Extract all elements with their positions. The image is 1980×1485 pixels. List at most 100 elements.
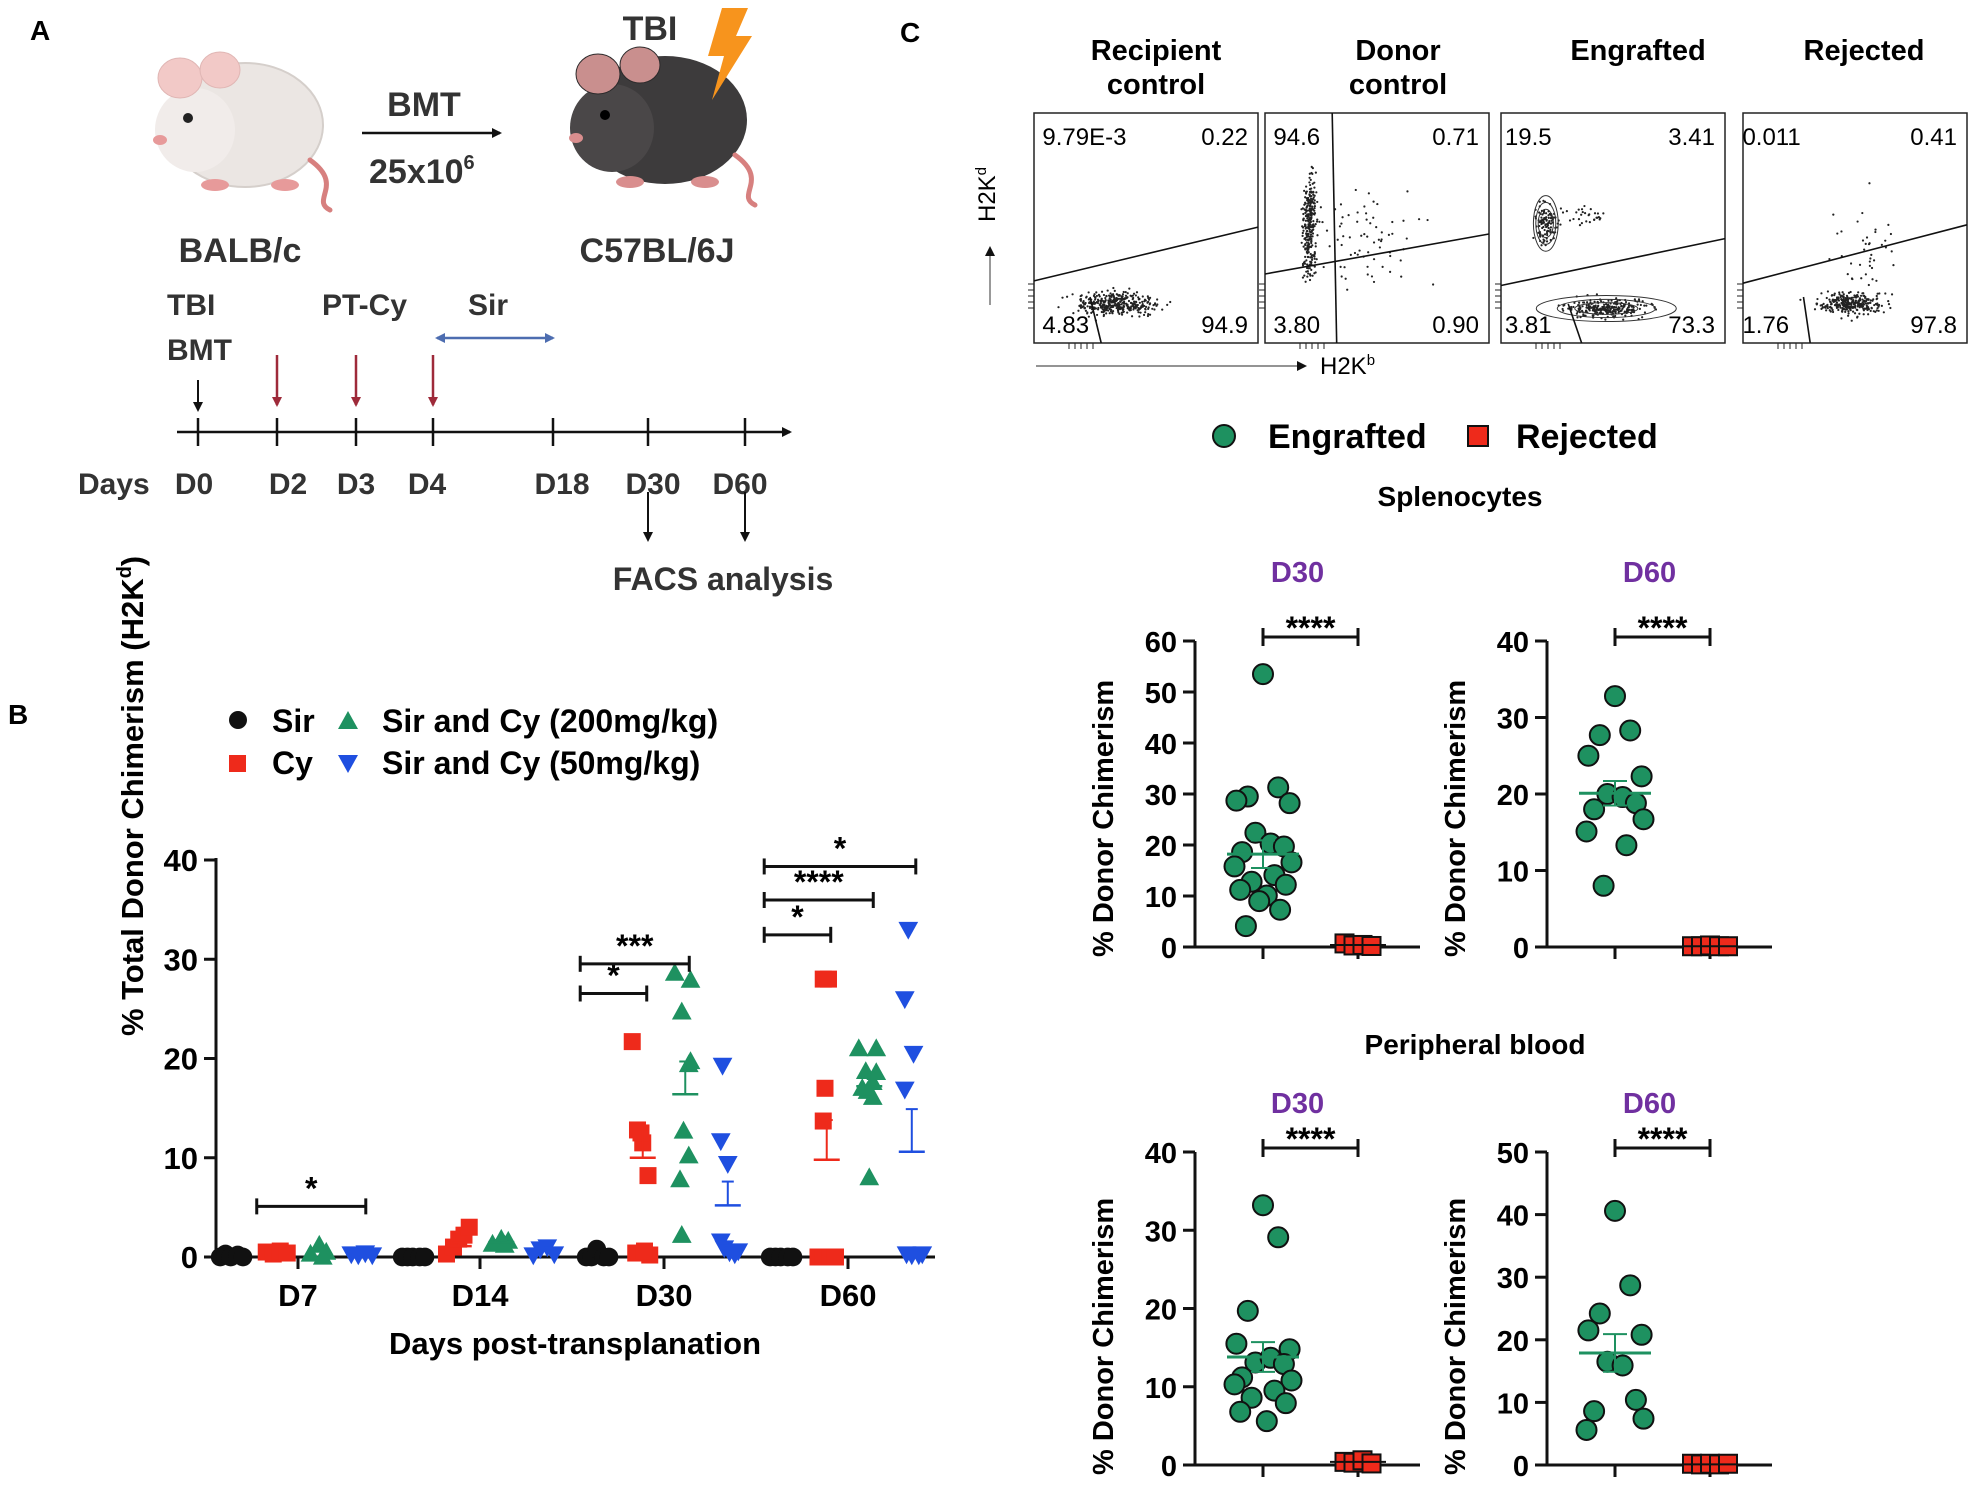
point-engrafted xyxy=(1588,1302,1611,1325)
event-dot xyxy=(1547,216,1550,219)
event-dot xyxy=(1615,306,1618,309)
event-dot xyxy=(1568,219,1572,222)
event-dot xyxy=(1432,283,1435,286)
event-dot xyxy=(1092,294,1096,298)
event-dot xyxy=(1136,303,1139,307)
event-dot xyxy=(1602,212,1605,215)
event-dot xyxy=(1094,301,1097,305)
event-dot xyxy=(1088,301,1091,304)
event-dot xyxy=(1316,200,1319,204)
event-dot xyxy=(1339,203,1343,206)
event-dot xyxy=(1851,310,1855,313)
event-dot xyxy=(1377,238,1380,241)
significance-label: **** xyxy=(1638,1121,1688,1157)
event-dot xyxy=(1309,183,1312,187)
event-dot xyxy=(1099,299,1102,302)
event-dot xyxy=(1079,294,1082,298)
panel-c-legend: Engrafted Rejected xyxy=(1212,418,1658,456)
event-dot xyxy=(1307,251,1310,254)
event-dot xyxy=(1147,296,1150,300)
event-dot xyxy=(1305,190,1308,193)
event-dot xyxy=(1301,231,1304,235)
event-dot xyxy=(1851,306,1854,309)
event-dot xyxy=(1116,305,1119,309)
event-dot xyxy=(1851,277,1854,281)
event-dot xyxy=(1820,292,1823,295)
dot-plot-peripheral-blood-d30: D30 % Donor Chimerism 0 10 20 30 40 **** xyxy=(1088,1088,1420,1483)
y-tick-label: 0 xyxy=(1513,933,1529,965)
event-dot xyxy=(1622,318,1625,321)
event-dot xyxy=(1300,208,1303,211)
y-tick-label: 0 xyxy=(1513,1451,1529,1483)
event-dot xyxy=(1581,305,1584,308)
point-circle xyxy=(599,1247,619,1267)
significance-label: * xyxy=(834,830,847,866)
event-dot xyxy=(1321,220,1324,224)
point-engrafted xyxy=(1619,719,1642,742)
event-dot xyxy=(1847,310,1850,313)
y-tick-label: 40 xyxy=(1145,1138,1177,1170)
day-label-d4: D4 xyxy=(408,468,447,501)
event-dot xyxy=(1830,302,1833,306)
event-dot xyxy=(1572,217,1575,221)
event-dot xyxy=(1550,219,1553,222)
legend-marker-sir-cy-200 xyxy=(338,711,358,729)
event-dot xyxy=(1850,319,1853,322)
event-dot xyxy=(1868,264,1871,267)
point-square xyxy=(826,1248,844,1266)
event-dot xyxy=(1130,315,1134,318)
event-dot xyxy=(1595,306,1599,309)
event-dot xyxy=(1303,274,1306,277)
event-dot xyxy=(1328,245,1331,248)
event-dot xyxy=(1861,298,1864,301)
quadrant-q3: 3.80 xyxy=(1273,312,1320,339)
event-dot xyxy=(1312,191,1315,194)
y-tick-label: 30 xyxy=(164,942,198,977)
legend-sir-cy-200: Sir and Cy (200mg/kg) xyxy=(382,703,718,739)
event-dot xyxy=(1310,171,1313,175)
event-dot xyxy=(1823,306,1826,309)
flow-subtitle: control xyxy=(1349,69,1447,101)
event-dot xyxy=(1837,308,1840,312)
event-dot xyxy=(1119,300,1122,303)
event-dot xyxy=(1864,295,1867,299)
event-dot xyxy=(1585,220,1588,223)
y-tick-label: 10 xyxy=(1497,1388,1529,1420)
event-dot xyxy=(1313,251,1316,254)
event-dot xyxy=(1835,305,1838,308)
day-label-d0: D0 xyxy=(175,468,213,501)
event-dot xyxy=(1126,292,1129,295)
event-dot xyxy=(1108,312,1111,315)
event-dot xyxy=(1121,293,1125,296)
y-tick-label: 0 xyxy=(181,1240,198,1275)
event-dot xyxy=(1605,310,1609,314)
event-dot xyxy=(1592,314,1595,317)
event-dot xyxy=(1372,241,1376,244)
day-label-d2: D2 xyxy=(269,468,307,501)
event-dot xyxy=(1543,216,1546,220)
event-dot xyxy=(1607,299,1610,302)
event-dot xyxy=(1306,248,1309,252)
event-dot xyxy=(1111,310,1115,313)
event-dot xyxy=(1610,299,1613,302)
significance-label: **** xyxy=(794,864,844,900)
event-dot xyxy=(1136,309,1139,312)
point-engrafted xyxy=(1575,820,1598,843)
event-dot xyxy=(1583,212,1587,215)
event-dot xyxy=(1575,312,1578,315)
event-dot xyxy=(1835,301,1839,304)
point-engrafted xyxy=(1225,789,1248,812)
event-dot xyxy=(1847,312,1850,315)
event-dot xyxy=(1850,301,1853,305)
point-engrafted xyxy=(1632,1407,1655,1430)
event-dot xyxy=(1611,310,1614,313)
event-dot xyxy=(1607,311,1610,314)
event-dot xyxy=(1862,294,1865,297)
timeline-bmt-label: BMT xyxy=(167,334,232,367)
event-dot xyxy=(1844,310,1847,313)
event-dot xyxy=(1872,310,1875,313)
event-dot xyxy=(1625,308,1629,311)
event-dot xyxy=(1577,208,1580,211)
